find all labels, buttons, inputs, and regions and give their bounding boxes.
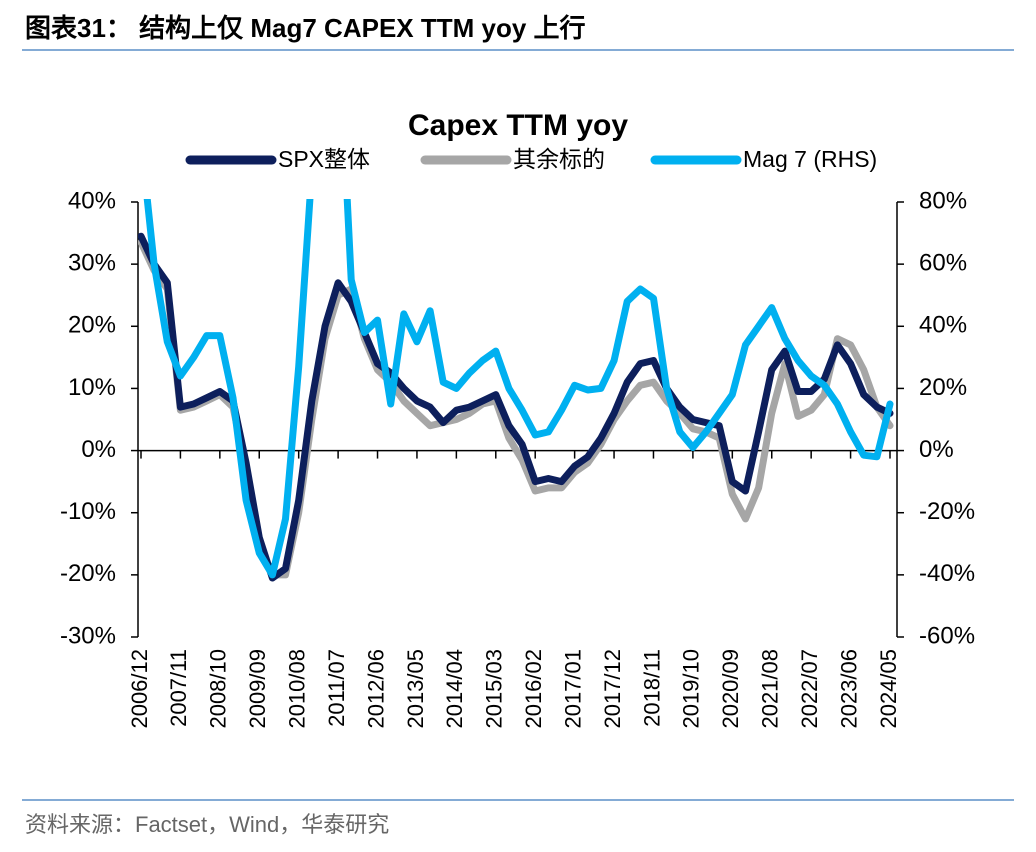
y-tick-label: -10% (60, 498, 116, 525)
y2-tick-label: -60% (919, 622, 975, 649)
legend-label: Mag 7 (RHS) (743, 146, 877, 172)
chart-title: Capex TTM yoy (408, 109, 628, 142)
y-tick-label: 20% (68, 312, 116, 339)
x-tick-label: 2013/05 (403, 649, 428, 729)
x-tick-label: 2021/08 (758, 649, 783, 729)
legend-label: SPX整体 (278, 146, 370, 172)
y-tick-label: 0% (81, 436, 116, 463)
y-tick-label: -20% (60, 560, 116, 587)
y2-tick-label: -40% (919, 560, 975, 587)
plot-area (138, 199, 894, 582)
y2-tick-label: 40% (919, 312, 967, 339)
x-tick-label: 2014/04 (442, 649, 467, 729)
x-tick-label: 2015/03 (482, 649, 507, 729)
y-tick-label: 40% (68, 187, 116, 214)
x-tick-label: 2016/02 (521, 649, 546, 729)
x-tick-label: 2018/11 (639, 649, 664, 727)
y2-tick-label: 0% (919, 436, 954, 463)
y2-tick-label: 60% (919, 249, 967, 276)
y-tick-label: -30% (60, 622, 116, 649)
x-tick-label: 2019/10 (679, 649, 704, 729)
series-line (143, 199, 894, 579)
x-tick-label: 2024/05 (876, 649, 901, 729)
y-tick-label: 10% (68, 374, 116, 401)
header-title: 图表31： 结构上仅 Mag7 CAPEX TTM yoy 上行 (25, 13, 586, 43)
x-tick-label: 2006/12 (127, 649, 152, 729)
x-tick-label: 2009/09 (245, 649, 270, 729)
x-tick-label: 2023/06 (836, 649, 861, 729)
source-note: 资料来源：Factset，Wind，华泰研究 (25, 812, 389, 837)
x-tick-label: 2022/07 (797, 649, 822, 729)
x-tick-label: 2010/08 (284, 649, 309, 729)
y2-tick-label: 80% (919, 187, 967, 214)
x-tick-label: 2020/09 (718, 649, 743, 729)
x-tick-label: 2008/10 (206, 649, 231, 729)
x-tick-label: 2007/11 (166, 649, 191, 727)
x-tick-label: 2011/07 (324, 649, 349, 727)
x-tick-label: 2017/12 (600, 649, 625, 729)
x-tick-label: 2017/01 (560, 649, 585, 729)
legend-label: 其余标的 (513, 146, 605, 172)
x-tick-label: 2012/06 (363, 649, 388, 729)
y2-tick-label: 20% (919, 374, 967, 401)
y-tick-label: 30% (68, 249, 116, 276)
y2-tick-label: -20% (919, 498, 975, 525)
